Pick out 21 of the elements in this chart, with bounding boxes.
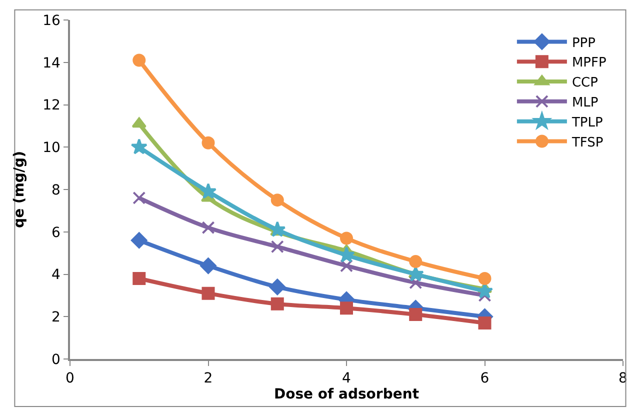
legend-label: MPFP: [572, 56, 606, 71]
legend-label: TPLP: [570, 115, 603, 130]
y-tick-label: 4: [52, 267, 61, 284]
y-tick-label: 6: [52, 224, 61, 241]
y-tick-label: 12: [42, 98, 60, 114]
x-tick-label: 0: [66, 370, 74, 387]
x-tick-label: 4: [342, 370, 352, 387]
y-tick-label: 16: [42, 12, 61, 29]
legend-label: CCP: [572, 76, 598, 91]
x-axis-title: Dose of adsorbent: [274, 386, 420, 403]
y-tick-label: 14: [42, 55, 61, 72]
x-tick-label: 2: [204, 370, 213, 387]
x-tick-label: 6: [480, 370, 490, 387]
legend-label: MLP: [572, 96, 598, 110]
legend-label: PPP: [572, 36, 596, 51]
y-tick-label: 8: [52, 182, 60, 198]
y-tick-label: 2: [52, 310, 60, 326]
legend-label: TFSP: [570, 135, 604, 150]
y-tick-label: 0: [52, 352, 60, 368]
y-axis-title: qe (mg/g): [12, 151, 28, 228]
y-tick-label: 10: [42, 140, 60, 156]
